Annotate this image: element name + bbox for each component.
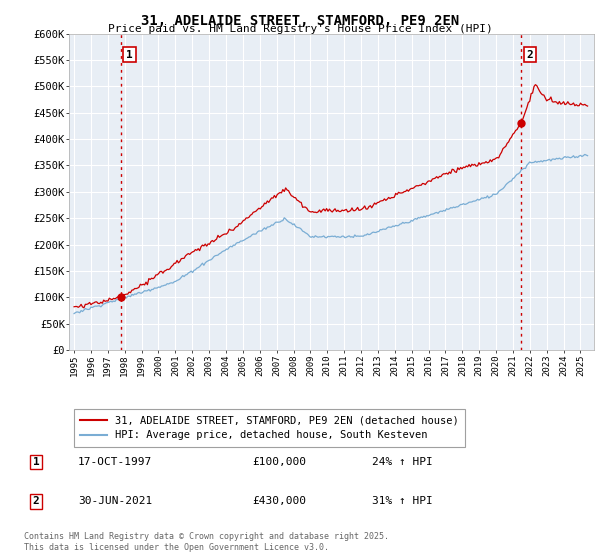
Text: 2: 2 [526, 50, 533, 60]
Text: 30-JUN-2021: 30-JUN-2021 [78, 496, 152, 506]
Text: £430,000: £430,000 [252, 496, 306, 506]
Text: 31, ADELAIDE STREET, STAMFORD, PE9 2EN: 31, ADELAIDE STREET, STAMFORD, PE9 2EN [141, 14, 459, 28]
Text: 24% ↑ HPI: 24% ↑ HPI [372, 457, 433, 467]
Text: 31% ↑ HPI: 31% ↑ HPI [372, 496, 433, 506]
Legend: 31, ADELAIDE STREET, STAMFORD, PE9 2EN (detached house), HPI: Average price, det: 31, ADELAIDE STREET, STAMFORD, PE9 2EN (… [74, 409, 465, 447]
Text: Contains HM Land Registry data © Crown copyright and database right 2025.
This d: Contains HM Land Registry data © Crown c… [24, 532, 389, 552]
Text: 17-OCT-1997: 17-OCT-1997 [78, 457, 152, 467]
Text: Price paid vs. HM Land Registry's House Price Index (HPI): Price paid vs. HM Land Registry's House … [107, 24, 493, 34]
Text: 2: 2 [32, 496, 40, 506]
Text: £100,000: £100,000 [252, 457, 306, 467]
Text: 1: 1 [32, 457, 40, 467]
Text: 1: 1 [126, 50, 133, 60]
